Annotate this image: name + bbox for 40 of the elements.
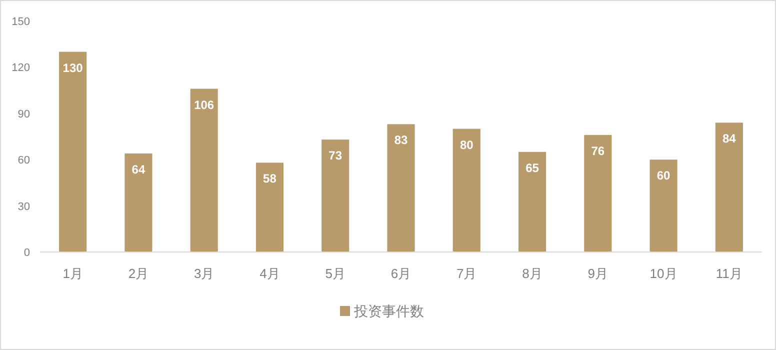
- data-label: 106: [194, 98, 214, 112]
- bar: [650, 160, 678, 252]
- data-label: 64: [132, 162, 146, 176]
- x-tick-label: 7月: [456, 266, 477, 281]
- y-tick-label: 150: [12, 16, 30, 28]
- bar: [190, 88, 218, 252]
- x-tick-label: 2月: [128, 266, 149, 281]
- data-label: 76: [591, 144, 605, 158]
- y-tick-label: 90: [18, 108, 30, 120]
- data-label: 84: [722, 132, 736, 146]
- data-label: 58: [263, 172, 277, 186]
- bar: [59, 52, 87, 252]
- data-label: 65: [526, 160, 540, 175]
- bar: [584, 134, 612, 252]
- bar: [387, 124, 415, 252]
- y-tick-label: 120: [12, 62, 30, 74]
- x-tick-label: 4月: [260, 266, 280, 281]
- data-label: 130: [62, 60, 84, 75]
- data-label: 73: [328, 148, 342, 163]
- bar: [256, 162, 284, 252]
- bar: [452, 128, 480, 252]
- legend-label: 投资事件数: [353, 303, 424, 319]
- y-tick-label: 30: [18, 200, 30, 213]
- bar: [518, 152, 546, 252]
- bar: [322, 140, 350, 252]
- x-tick-label: 6月: [390, 266, 412, 281]
- x-tick-label: 3月: [194, 266, 214, 281]
- x-tick-label: 1月: [62, 266, 83, 281]
- data-label: 80: [460, 138, 474, 152]
- data-label: 83: [394, 133, 408, 148]
- y-tick-label: 60: [18, 154, 30, 167]
- x-tick-label: 9月: [588, 266, 608, 281]
- x-tick-label: 8月: [522, 266, 542, 281]
- y-tick-label: 0: [24, 247, 30, 259]
- x-tick-label: 5月: [325, 266, 346, 281]
- bar: [124, 153, 152, 252]
- x-tick-label: 10月: [650, 266, 678, 281]
- x-tick-label: 11月: [716, 266, 742, 281]
- bar: [715, 122, 743, 252]
- data-label: 60: [656, 168, 671, 183]
